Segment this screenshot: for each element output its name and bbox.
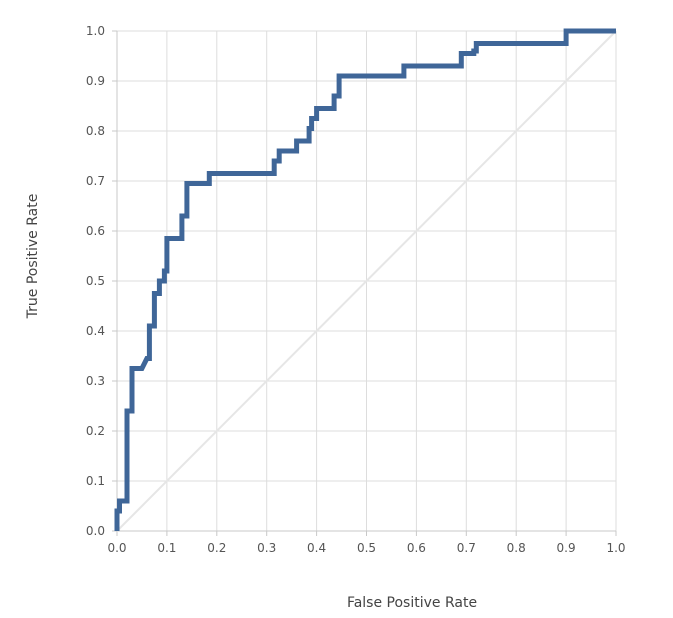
x-tick-label: 0.7 <box>457 541 476 555</box>
roc-curve-layer <box>114 28 616 531</box>
x-tick-label: 1.0 <box>606 541 625 555</box>
y-tick-labels: 0.0 0.1 0.2 0.3 0.4 0.5 0.6 0.7 0.8 0.9 1.0 <box>86 24 105 538</box>
y-axis-title: True Positive Rate <box>25 194 41 320</box>
x-axis-title: False Positive Rate <box>347 595 477 611</box>
x-tick-labels: 0.0 0.1 0.2 0.3 0.4 0.5 0.6 0.7 0.8 0.9 1.0 <box>107 541 625 555</box>
x-tick-label: 0.2 <box>207 541 226 555</box>
x-tick-label: 0.8 <box>507 541 526 555</box>
y-tick-label: 0.0 <box>86 524 105 538</box>
roc-curve-line <box>114 28 616 531</box>
y-tick-label: 1.0 <box>86 24 105 38</box>
y-tick-label: 0.7 <box>86 174 105 188</box>
y-tick-label: 0.8 <box>86 124 105 138</box>
y-tick-label: 0.6 <box>86 224 105 238</box>
y-tick-label: 0.9 <box>86 74 105 88</box>
x-tick-label: 0.9 <box>557 541 576 555</box>
x-tick-label: 0.5 <box>357 541 376 555</box>
x-tick-label: 0.6 <box>407 541 426 555</box>
y-tick-label: 0.5 <box>86 274 105 288</box>
reference-diagonal-line <box>116 30 617 532</box>
x-tick-label: 0.0 <box>107 541 126 555</box>
x-tick-label: 0.3 <box>257 541 276 555</box>
y-tick-label: 0.2 <box>86 424 105 438</box>
x-tick-label: 0.1 <box>157 541 176 555</box>
x-tick-label: 0.4 <box>307 541 326 555</box>
reference-diagonal-layer <box>116 30 617 532</box>
y-tick-label: 0.3 <box>86 374 105 388</box>
y-tick-label: 0.4 <box>86 324 105 338</box>
axes <box>112 30 617 536</box>
y-tick-label: 0.1 <box>86 474 105 488</box>
